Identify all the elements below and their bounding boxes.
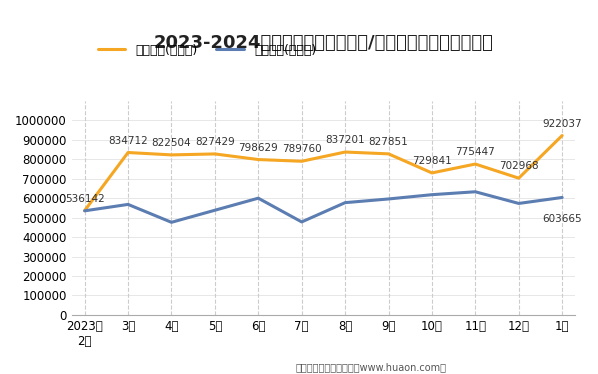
Text: 制图：华经产业研究院（www.huaon.com）: 制图：华经产业研究院（www.huaon.com） [295, 362, 446, 372]
出口总额(万美元) [428, 171, 435, 175]
进口总额(万美元) [124, 202, 132, 207]
Text: 827851: 827851 [368, 137, 408, 147]
Line: 进口总额(万美元): 进口总额(万美元) [85, 192, 562, 222]
Title: 2023-2024年宁波市（境内目的地/货源地）进、出口额统计: 2023-2024年宁波市（境内目的地/货源地）进、出口额统计 [154, 34, 493, 52]
Text: 536142: 536142 [65, 194, 105, 204]
进口总额(万美元) [559, 195, 566, 200]
出口总额(万美元) [515, 176, 522, 180]
进口总额(万美元) [81, 209, 89, 213]
出口总额(万美元) [341, 150, 349, 154]
出口总额(万美元) [211, 152, 218, 156]
Text: 702968: 702968 [499, 161, 539, 171]
Text: 822504: 822504 [152, 138, 191, 148]
进口总额(万美元) [211, 208, 218, 212]
出口总额(万美元) [385, 151, 392, 156]
出口总额(万美元) [255, 157, 262, 162]
出口总额(万美元) [559, 133, 566, 138]
出口总额(万美元) [472, 162, 479, 166]
Text: 827429: 827429 [195, 137, 235, 147]
进口总额(万美元) [255, 196, 262, 200]
进口总额(万美元) [472, 190, 479, 194]
Text: 798629: 798629 [239, 142, 278, 153]
Text: 603665: 603665 [542, 214, 582, 224]
Text: 837201: 837201 [325, 135, 365, 145]
进口总额(万美元) [385, 197, 392, 201]
Text: 789760: 789760 [282, 144, 322, 154]
进口总额(万美元) [298, 220, 305, 224]
出口总额(万美元) [81, 208, 89, 213]
进口总额(万美元) [428, 193, 435, 197]
Text: 729841: 729841 [412, 156, 452, 166]
Legend: 出口总额(万美元), 进口总额(万美元): 出口总额(万美元), 进口总额(万美元) [93, 39, 321, 62]
Text: 834712: 834712 [108, 135, 148, 145]
出口总额(万美元) [168, 153, 175, 157]
出口总额(万美元) [124, 150, 132, 155]
出口总额(万美元) [298, 159, 305, 163]
进口总额(万美元) [515, 201, 522, 206]
Line: 出口总额(万美元): 出口总额(万美元) [85, 135, 562, 211]
进口总额(万美元) [168, 220, 175, 224]
进口总额(万美元) [341, 200, 349, 205]
Text: 775447: 775447 [456, 147, 495, 157]
Text: 922037: 922037 [542, 119, 582, 129]
